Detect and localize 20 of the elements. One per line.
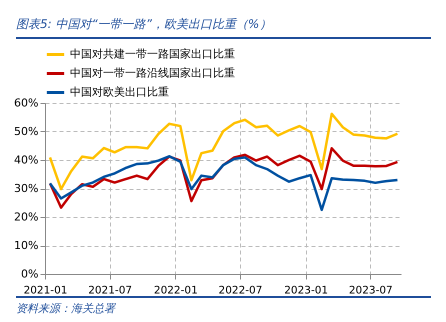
y-tick-label: 50% <box>14 125 38 138</box>
y-tick-label: 30% <box>14 182 38 195</box>
y-tick-label: 60% <box>14 96 38 110</box>
chart-title: 图表5: 中国对“一带一路”，欧美出口比重（%） <box>16 16 431 39</box>
legend-label: 中国对一带一路沿线国家出口比重 <box>70 66 235 80</box>
x-tick-label: 2023-01 <box>284 284 328 296</box>
line-series <box>48 155 399 212</box>
x-tick-label: 2023-07 <box>348 284 393 296</box>
line-series <box>48 112 399 190</box>
legend-label: 中国对共建一带一路国家出口比重 <box>70 48 235 60</box>
y-tick-label: 0% <box>21 268 38 280</box>
y-tick-label: 20% <box>14 210 38 224</box>
y-tick-label: 10% <box>14 239 38 252</box>
y-tick-label: 40% <box>14 154 38 166</box>
x-tick-label: 2021-01 <box>24 284 68 296</box>
x-tick-label: 2021-07 <box>88 284 132 296</box>
x-tick-label: 2022-01 <box>154 284 198 296</box>
legend-label: 中国对欧美出口比重 <box>70 86 169 98</box>
x-tick-label: 2022-07 <box>218 284 262 296</box>
text: 资料来源：海关总署 <box>16 296 431 316</box>
